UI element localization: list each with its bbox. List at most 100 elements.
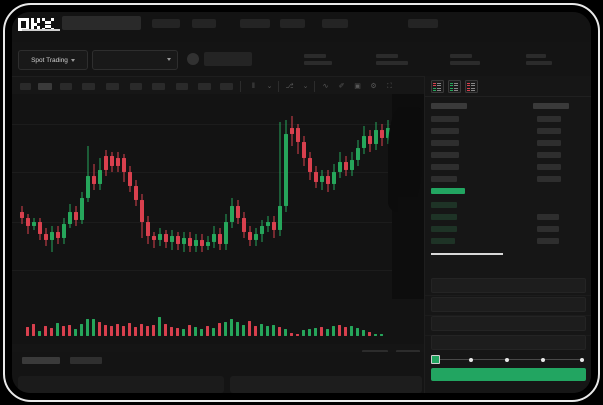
snapshot-camera-icon[interactable]: ▣ xyxy=(354,83,361,90)
timeframe-1M[interactable] xyxy=(176,83,188,90)
orderbook-bid-row-price-2[interactable] xyxy=(431,226,457,232)
orderbook-ask-row-amount-2[interactable] xyxy=(537,140,561,146)
order-extra-field[interactable] xyxy=(431,335,586,350)
indicators-chevron-icon[interactable]: ⌄ xyxy=(302,83,309,90)
app-screen: Spot Trading xyxy=(12,12,591,393)
trendline-icon[interactable]: ∿ xyxy=(322,83,329,90)
orderbook-ask-row-price-0[interactable] xyxy=(431,116,459,122)
candle xyxy=(200,94,204,299)
orderbook-ask-row-amount-1[interactable] xyxy=(537,128,561,134)
candle xyxy=(32,94,36,299)
candle xyxy=(278,94,282,299)
candlestick-chart[interactable] xyxy=(12,94,424,299)
volume-bar xyxy=(44,326,47,336)
candle xyxy=(98,94,102,299)
orderbook-bid-row-price-0[interactable] xyxy=(431,202,457,208)
orderbook-bid-row-price-1[interactable] xyxy=(431,214,457,220)
volume-bar xyxy=(314,328,317,336)
slider-step-100[interactable] xyxy=(580,357,584,362)
nav-item-1[interactable] xyxy=(152,19,180,28)
orderbook-ask-row-price-2[interactable] xyxy=(431,140,459,146)
orderbook-ask-row-price-5[interactable] xyxy=(431,176,457,182)
volume-bar xyxy=(284,329,287,336)
timeframe-4h[interactable] xyxy=(106,83,119,90)
stat-24h-change xyxy=(304,54,332,65)
volume-bar xyxy=(56,323,59,336)
orderbook-layout-bids-icon[interactable] xyxy=(448,80,461,93)
nav-item-2[interactable] xyxy=(192,19,216,28)
orderbook-bid-row-amount-3[interactable] xyxy=(537,238,559,244)
timeframe-15m[interactable] xyxy=(60,83,72,90)
slider-step-25[interactable] xyxy=(469,357,473,362)
order-total-field[interactable] xyxy=(431,316,586,331)
timeframe-more[interactable] xyxy=(198,83,211,90)
orderbook-col-header-price[interactable] xyxy=(431,103,467,109)
timeframe-custom[interactable] xyxy=(220,83,233,90)
volume-bar xyxy=(356,328,359,336)
fullscreen-icon[interactable]: ⛶ xyxy=(387,83,392,90)
search-input[interactable] xyxy=(62,16,141,30)
trading-mode-label: Spot Trading xyxy=(31,56,68,64)
drawing-pencil-icon[interactable]: ✐ xyxy=(338,83,345,90)
candle xyxy=(260,94,264,299)
volume-bar xyxy=(368,332,371,336)
timeframe-1h[interactable] xyxy=(82,83,95,90)
indicators-icon[interactable]: ⎇ xyxy=(285,83,294,90)
order-amount-field[interactable] xyxy=(431,297,586,312)
volume-bar xyxy=(98,322,101,336)
volume-bar xyxy=(134,327,137,336)
chart-type-chevron-icon[interactable]: ⌄ xyxy=(266,83,273,90)
candle xyxy=(236,94,240,299)
timeframe-1m[interactable] xyxy=(20,83,31,90)
nav-item-6[interactable] xyxy=(408,19,438,28)
volume-bar xyxy=(380,334,383,336)
trading-pair-selector[interactable] xyxy=(92,50,178,70)
submit-buy-button[interactable] xyxy=(431,368,586,381)
volume-bar xyxy=(290,333,293,336)
order-price-field[interactable] xyxy=(431,278,586,293)
timeframe-1d[interactable] xyxy=(130,83,142,90)
chart-settings-gear-icon[interactable]: ⚙ xyxy=(370,83,377,90)
bottom-panel-right xyxy=(230,376,422,393)
timeframe-5m[interactable] xyxy=(38,83,52,90)
nav-item-5[interactable] xyxy=(322,19,348,28)
nav-item-3[interactable] xyxy=(240,19,270,28)
chart-gridline-2 xyxy=(12,222,424,223)
orderbook-last-price-row[interactable] xyxy=(431,188,465,194)
orderbook-ask-row-price-1[interactable] xyxy=(431,128,459,134)
volume-bar xyxy=(266,326,269,336)
volume-bar xyxy=(338,325,341,336)
top-navigation-bar xyxy=(12,12,591,42)
slider-step-75[interactable] xyxy=(541,357,545,362)
volume-bar xyxy=(26,327,29,336)
nav-item-4[interactable] xyxy=(280,19,305,28)
orderbook-bid-row-amount-1[interactable] xyxy=(537,214,559,220)
candle xyxy=(272,94,276,299)
orderbook-ask-row-price-3[interactable] xyxy=(431,152,459,158)
slider-step-50[interactable] xyxy=(505,357,509,362)
chart-mask-blob xyxy=(388,107,422,212)
stat-24h-high xyxy=(376,54,408,65)
candle xyxy=(164,94,168,299)
orderbook-bid-row-price-3[interactable] xyxy=(431,238,455,244)
chart-type-icon[interactable]: ‖ xyxy=(252,83,255,90)
volume-bar xyxy=(80,324,83,336)
tab-open-orders[interactable] xyxy=(22,357,60,364)
orderbook-col-header-amount[interactable] xyxy=(533,103,569,109)
orderbook-bid-row-amount-2[interactable] xyxy=(537,226,559,232)
trading-mode-selector[interactable]: Spot Trading xyxy=(18,50,88,70)
volume-bar xyxy=(242,325,245,336)
orderbook-ask-row-amount-5[interactable] xyxy=(537,176,561,182)
chart-gridline-0 xyxy=(12,124,424,125)
candle xyxy=(356,94,360,299)
orderbook-layout-asks-icon[interactable] xyxy=(465,80,478,93)
orderbook-ask-row-amount-0[interactable] xyxy=(537,116,561,122)
orderbook-layout-both-icon[interactable] xyxy=(431,80,444,93)
orderbook-ask-row-price-4[interactable] xyxy=(431,164,459,170)
orderbook-ask-row-amount-4[interactable] xyxy=(537,164,561,170)
tab-order-history[interactable] xyxy=(70,357,102,364)
candle xyxy=(80,94,84,299)
order-amount-slider-handle[interactable] xyxy=(431,355,440,364)
orderbook-ask-row-amount-3[interactable] xyxy=(537,152,561,158)
timeframe-1w[interactable] xyxy=(152,83,165,90)
